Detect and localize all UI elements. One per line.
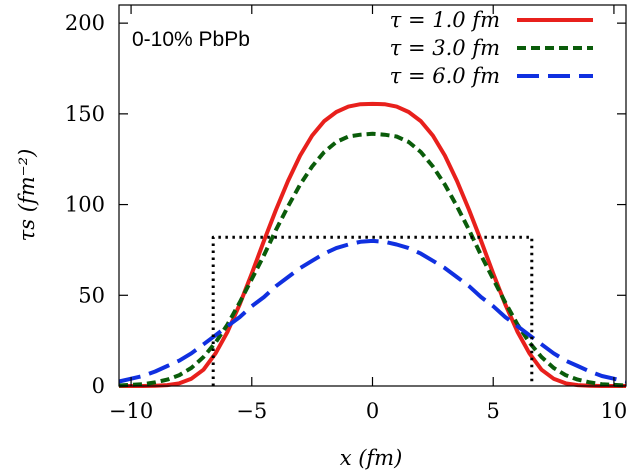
y-tick-label: 100 [65,193,105,217]
y-tick-label: 50 [78,283,105,307]
series-line-tau-1 [119,101,626,388]
axis-ticks [119,5,626,387]
initial-profile-box-line [211,235,534,386]
legend: τ = 1.0 fm τ = 3.0 fm τ = 6.0 fm [390,8,593,88]
y-tick-label: 200 [65,11,105,35]
x-tick-label: 5 [487,399,500,423]
centrality-annotation: 0-10% PbPb [132,28,250,51]
x-tick-label: −5 [236,399,267,423]
series-line-tau-3 [118,131,627,388]
series-line-tau-6 [118,238,627,384]
legend-label: τ = 6.0 fm [390,64,500,88]
legend-label: τ = 1.0 fm [390,8,500,32]
y-tick-label: 0 [92,374,105,398]
y-tick-label: 150 [65,102,105,126]
y-axis-label: τs (fm⁻²) [15,149,39,242]
x-tick-label: −10 [109,399,153,423]
legend-label: τ = 3.0 fm [390,36,500,60]
x-tick-label: 0 [366,399,379,423]
x-tick-label: 10 [601,399,628,423]
series-curves [118,101,627,388]
plot-frame [118,4,627,387]
x-axis-label: x (fm) [340,446,403,470]
